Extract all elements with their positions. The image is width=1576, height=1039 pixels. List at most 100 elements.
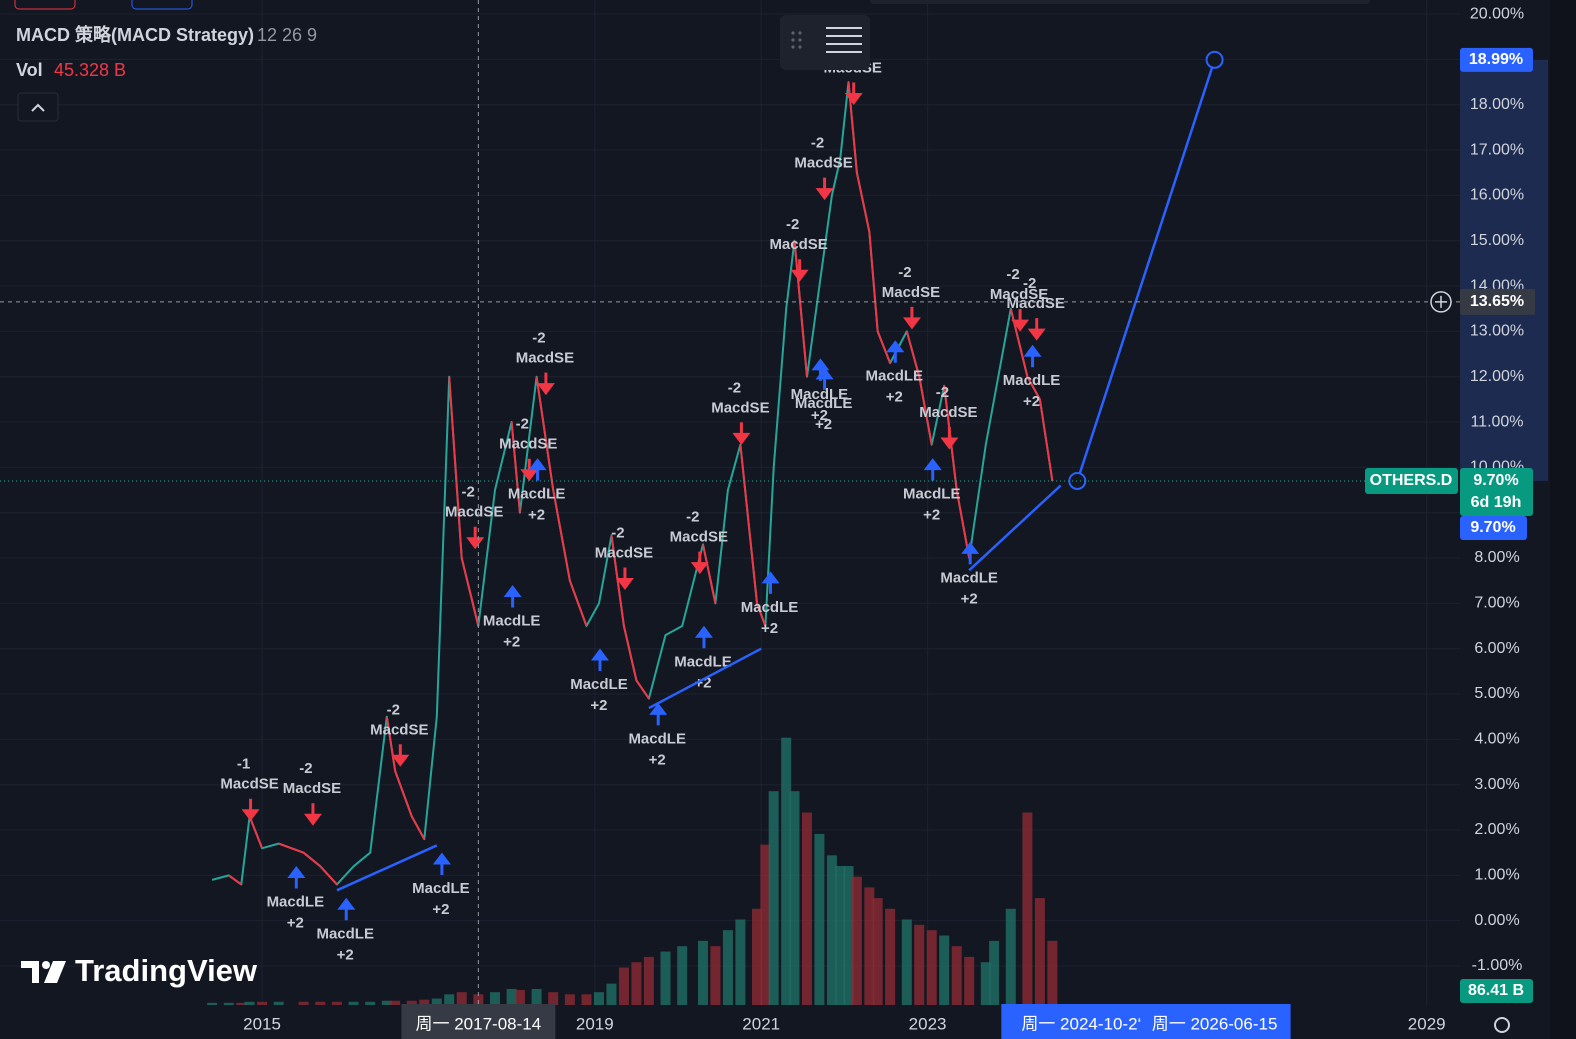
- volume-bar: [901, 919, 912, 1005]
- signal-arrow: [391, 744, 410, 767]
- signal-label: MacdLE: [570, 676, 628, 693]
- volume-bar: [814, 833, 825, 1005]
- volume-bar: [514, 990, 525, 1005]
- trend-handle: [1205, 50, 1224, 69]
- top-button[interactable]: [14, 0, 76, 10]
- x-tick-label: 2029: [1408, 1014, 1446, 1033]
- top-button[interactable]: [131, 0, 193, 10]
- price-down-move: [756, 603, 767, 627]
- signal-label: MacdSE: [670, 529, 728, 546]
- time-label: 周一 2024-10-2‘: [1021, 1014, 1141, 1033]
- volume-bar: [926, 930, 937, 1005]
- signal-label: MacdLE: [628, 730, 686, 747]
- y-tick-label: 5.00%: [1474, 685, 1519, 702]
- logo-text: TradingView: [75, 953, 258, 988]
- volume-bar: [760, 844, 771, 1005]
- signal-arrow: [732, 422, 751, 445]
- signal-qty: -2: [299, 760, 312, 777]
- volume-bar: [456, 992, 467, 1005]
- volume-bar: [851, 876, 862, 1005]
- volume-bar: [789, 791, 800, 1005]
- signal-label: MacdSE: [711, 399, 769, 416]
- signal-label: MacdLE: [316, 925, 374, 942]
- price-down-move: [510, 421, 521, 513]
- price-down-move: [918, 376, 933, 445]
- signal-label: MacdLE: [483, 612, 541, 629]
- logo: TradingView: [21, 953, 258, 988]
- signal-arrow: [790, 259, 809, 282]
- signal-arrow: [815, 367, 834, 390]
- x-tick-label: 2021: [742, 1014, 780, 1033]
- y-tick-label: 13.00%: [1470, 323, 1524, 340]
- price-label: 18.99%: [1469, 51, 1523, 68]
- volume-bar: [298, 1001, 309, 1005]
- time-range-highlight: [1001, 1004, 1291, 1039]
- signal-arrow: [1023, 344, 1042, 368]
- signal-arrow: [815, 177, 834, 201]
- volume-bar: [606, 983, 617, 1005]
- signal-label: MacdSE: [220, 776, 278, 793]
- signal-qty: -2: [936, 384, 949, 401]
- y-tick-label: 15.00%: [1470, 232, 1524, 249]
- collapse-button[interactable]: [17, 92, 59, 122]
- signal-label: MacdLE: [903, 486, 961, 503]
- volume-bar: [419, 999, 430, 1005]
- signal-qty: +2: [811, 407, 828, 424]
- signal-label: MacdLE: [508, 486, 566, 503]
- signal-qty: -2: [786, 216, 799, 233]
- signal-qty: +2: [1023, 393, 1040, 410]
- toolbar[interactable]: [780, 15, 870, 70]
- volume-bar: [964, 956, 975, 1005]
- signal-arrow: [961, 541, 980, 565]
- price-label-box: [1460, 515, 1527, 540]
- volume-bar: [473, 994, 484, 1005]
- settings-icon[interactable]: [1494, 1017, 1510, 1033]
- y-tick-label: 1.00%: [1474, 867, 1519, 884]
- volume-bar: [843, 866, 854, 1005]
- price-label: 9.70%: [1470, 519, 1515, 536]
- menu-icon: [826, 27, 862, 53]
- volume-bar: [781, 737, 792, 1005]
- volume-bar: [801, 812, 812, 1005]
- volume-name: Vol: [16, 60, 43, 80]
- y-tick-label: 8.00%: [1474, 549, 1519, 566]
- top-bar: [870, 0, 1370, 4]
- volume-bar: [660, 951, 671, 1005]
- volume-bar: [331, 1001, 342, 1005]
- signal-label: MacdLE: [866, 368, 924, 385]
- signal-qty: +2: [287, 915, 304, 932]
- signal-arrow: [337, 897, 356, 921]
- price-down-move: [448, 376, 463, 559]
- signal-arrow: [649, 702, 668, 726]
- signal-qty: +2: [961, 590, 978, 607]
- price-down-move: [385, 716, 397, 772]
- crosshair-time-box: [401, 1004, 556, 1039]
- add-icon: [1435, 295, 1447, 308]
- price-down-move: [1038, 399, 1054, 482]
- signal-qty: -2: [532, 330, 545, 347]
- y-tick-label: -1.00%: [1472, 957, 1523, 974]
- signal-label: MacdLE: [412, 880, 470, 897]
- y-tick-label: 0.00%: [1474, 912, 1519, 929]
- price-down-move: [552, 489, 571, 581]
- signal-arrow: [690, 551, 709, 575]
- signal-qty: -2: [387, 701, 400, 718]
- trend-handle: [1068, 471, 1087, 490]
- signal-qty: +2: [923, 507, 940, 524]
- volume-bar: [914, 924, 925, 1005]
- signal-qty: +2: [761, 620, 778, 637]
- signal-qty: -2: [1006, 266, 1019, 283]
- volume-bar: [390, 1000, 401, 1005]
- price-down-move: [410, 815, 426, 840]
- signal-qty: +2: [590, 697, 607, 714]
- signal-arrow: [923, 458, 942, 481]
- y-tick-label: 6.00%: [1474, 640, 1519, 657]
- signal-arrow: [287, 866, 306, 889]
- price-down-move: [278, 842, 304, 854]
- volume-bar: [444, 994, 455, 1005]
- last-price-box: [1460, 467, 1533, 516]
- y-tick-label: 16.00%: [1470, 187, 1524, 204]
- signal-arrow: [694, 625, 713, 649]
- signal-label: MacdSE: [370, 721, 428, 738]
